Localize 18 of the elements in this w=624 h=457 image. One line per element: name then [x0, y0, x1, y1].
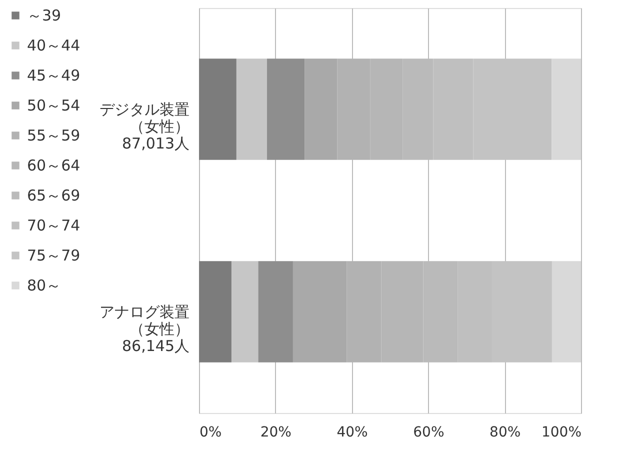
y-tick-label: デジタル装置（女性） 87,013人 — [100, 100, 190, 152]
legend-label: 40～44 — [27, 36, 80, 54]
legend-label: 80～ — [27, 276, 62, 294]
legend-label: 50～54 — [27, 96, 80, 114]
x-tick-label: 60% — [413, 424, 444, 440]
legend-label: 75～79 — [27, 246, 80, 264]
x-tick-label: 100% — [541, 424, 582, 440]
legend-label: ～39 — [27, 6, 62, 24]
x-tick-label: 20% — [260, 424, 292, 440]
x-tick-label: 40% — [336, 424, 368, 440]
legend-label: 55～59 — [27, 126, 80, 144]
x-tick-label: 0% — [200, 424, 222, 440]
legend-label: 65～69 — [27, 186, 80, 204]
y-tick-label: アナログ装置（女性） 86,145人 — [100, 302, 190, 355]
legend-label: 70～74 — [27, 216, 80, 234]
x-tick-label: 80% — [490, 424, 521, 440]
legend-label: 60～64 — [27, 156, 80, 174]
legend-label: 45～49 — [27, 66, 80, 84]
